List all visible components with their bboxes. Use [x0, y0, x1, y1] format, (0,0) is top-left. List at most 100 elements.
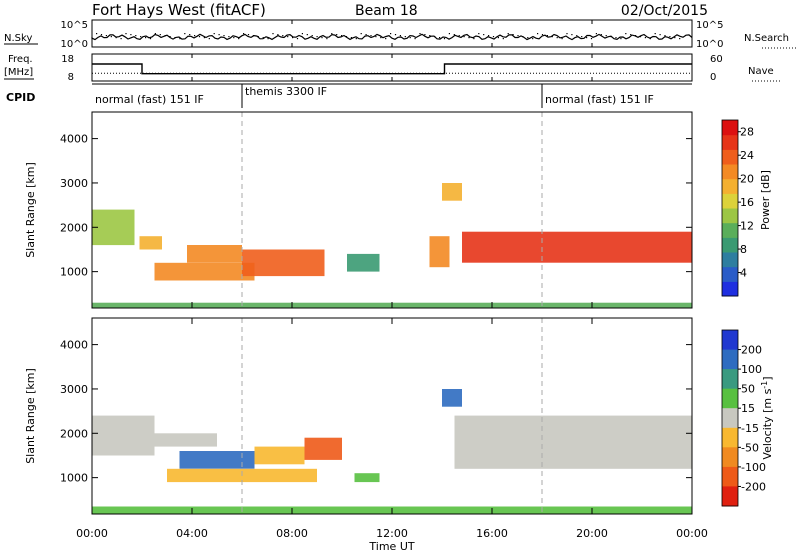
noise-search-dot: [154, 33, 156, 35]
noise-search-dot: [316, 36, 318, 38]
x-tick-label: 20:00: [576, 527, 608, 540]
noise-search-dot: [654, 33, 656, 35]
velocity-colorbar: 200 100 50 15 -15 -50 -100 -200: [721, 329, 766, 507]
noise-search-dot: [243, 33, 245, 35]
colorbar-swatch: [722, 178, 738, 194]
noise-search-dot: [590, 38, 593, 40]
noise-sky-line: [91, 33, 693, 41]
time-x-axis: 00:00 04:00 08:00 12:00 16:00 20:00 00:00: [76, 20, 708, 540]
colorbar-tick-label: 4: [740, 267, 747, 280]
noise-search-dot: [257, 36, 259, 38]
noise-search-dot: [615, 37, 617, 39]
noise-search-dot: [208, 38, 210, 40]
noise-search-dot: [507, 33, 509, 35]
cpid-segments: normal (fast) 151 IF themis 3300 IF normal…: [95, 84, 654, 108]
x-tick-label: 00:00: [676, 527, 708, 540]
colorbar-swatch: [722, 369, 738, 390]
colorbar-tick-label: 100: [741, 363, 762, 376]
noise-search-dot: [341, 35, 343, 37]
noise-search-dot: [179, 38, 181, 40]
noise-search-dot: [586, 37, 588, 39]
noise-search-dot: [659, 34, 661, 36]
heatmap-cell: [254, 446, 305, 465]
colorbar-swatch: [722, 447, 738, 468]
noise-search-dot: [679, 38, 681, 40]
freq-right-tick-top: 60: [710, 54, 723, 65]
noise-search-dot: [130, 34, 132, 36]
noise-search-dot: [674, 37, 676, 39]
noise-search-dot: [223, 35, 225, 37]
freq-label-2: [MHz]: [4, 67, 33, 78]
noise-panel-frame: [91, 19, 693, 48]
noise-search-dot: [218, 34, 220, 36]
colorbar-swatch: [722, 120, 738, 136]
colorbar-tick-label: -50: [741, 441, 759, 454]
y-tick-label: 3000: [60, 383, 88, 396]
noise-search-dot: [571, 34, 573, 36]
noise-search-dot: [566, 33, 568, 35]
noise-search-dot: [262, 37, 264, 39]
freq-left-tick-bottom: 8: [68, 72, 74, 83]
noise-search-dot: [345, 36, 348, 38]
heatmap-cell: [454, 415, 692, 469]
freq-left-tick-top: 18: [61, 54, 74, 65]
velocity-mode-dividers: [241, 318, 543, 514]
nave-label: Nave: [748, 66, 774, 77]
heatmap-cell: [187, 245, 242, 263]
noise-right-tick-bottom: 10^0: [696, 39, 723, 50]
noise-search-dot: [664, 35, 666, 37]
noise-search-dot: [326, 38, 328, 40]
heatmap-cell: [442, 389, 462, 407]
heatmap-cell: [442, 183, 462, 201]
colorbar-swatch: [722, 252, 738, 268]
beam-label: Beam 18: [355, 3, 418, 19]
heatmap-cell: [462, 231, 692, 263]
power-colorbar-label: Power [dB]: [759, 170, 772, 230]
noise-search-dot: [184, 33, 186, 35]
noise-search-dot: [140, 36, 142, 38]
noise-search-dot: [159, 34, 161, 36]
noise-search-dot: [532, 38, 534, 40]
x-tick-label: 04:00: [176, 527, 208, 540]
noise-search-dot: [551, 36, 553, 38]
noise-search-dot: [228, 36, 230, 38]
noise-search-dot: [649, 38, 651, 40]
colorbar-tick-label: 8: [740, 243, 747, 256]
power-colorbar: 4 8 12 16 20 24 28: [721, 119, 754, 297]
noise-search-dot: [443, 38, 446, 40]
cpid-segment-label: normal (fast) 151 IF: [545, 93, 654, 106]
colorbar-tick-label: -200: [741, 480, 766, 493]
noise-search-dot: [96, 33, 98, 35]
noise-search-dot: [512, 34, 514, 36]
colorbar-swatch: [722, 388, 738, 409]
noise-search-dot: [287, 36, 289, 38]
power-ylabel: Slant Range [km]: [24, 162, 37, 258]
colorbar-swatch: [722, 208, 738, 224]
noise-search-dot: [164, 35, 166, 37]
date-label: 02/Oct/2015: [621, 3, 708, 19]
noise-search-dot: [502, 38, 504, 40]
noise-search-dot: [639, 36, 642, 38]
colorbar-tick-label: 50: [741, 383, 755, 396]
noise-search-dot: [439, 37, 441, 39]
noise-search-dot: [453, 34, 455, 36]
cpid-segment-label: themis 3300 IF: [245, 85, 327, 98]
heatmap-cell: [154, 262, 255, 281]
noise-search-dot: [605, 35, 607, 37]
heatmap-cell: [354, 473, 380, 483]
noise-search-dot: [644, 37, 646, 39]
noise-search-dot: [492, 36, 495, 38]
noise-search-dot: [355, 38, 357, 40]
noise-search-dot: [203, 37, 205, 39]
noise-search-dot: [247, 34, 250, 36]
noise-search-dot: [473, 38, 475, 40]
colorbar-swatch: [722, 330, 738, 351]
noise-search-dot: [331, 33, 333, 35]
noise-search-dot: [277, 34, 279, 36]
velocity-colorbar-label-main: Velocity [m s: [761, 388, 774, 459]
noise-search-dot: [198, 36, 201, 38]
colorbar-swatch: [722, 349, 738, 370]
noise-search-dot: [463, 36, 465, 38]
noise-search-dot: [350, 37, 352, 39]
velocity-colorbar-label: Velocity [m s-1]: [760, 376, 775, 459]
